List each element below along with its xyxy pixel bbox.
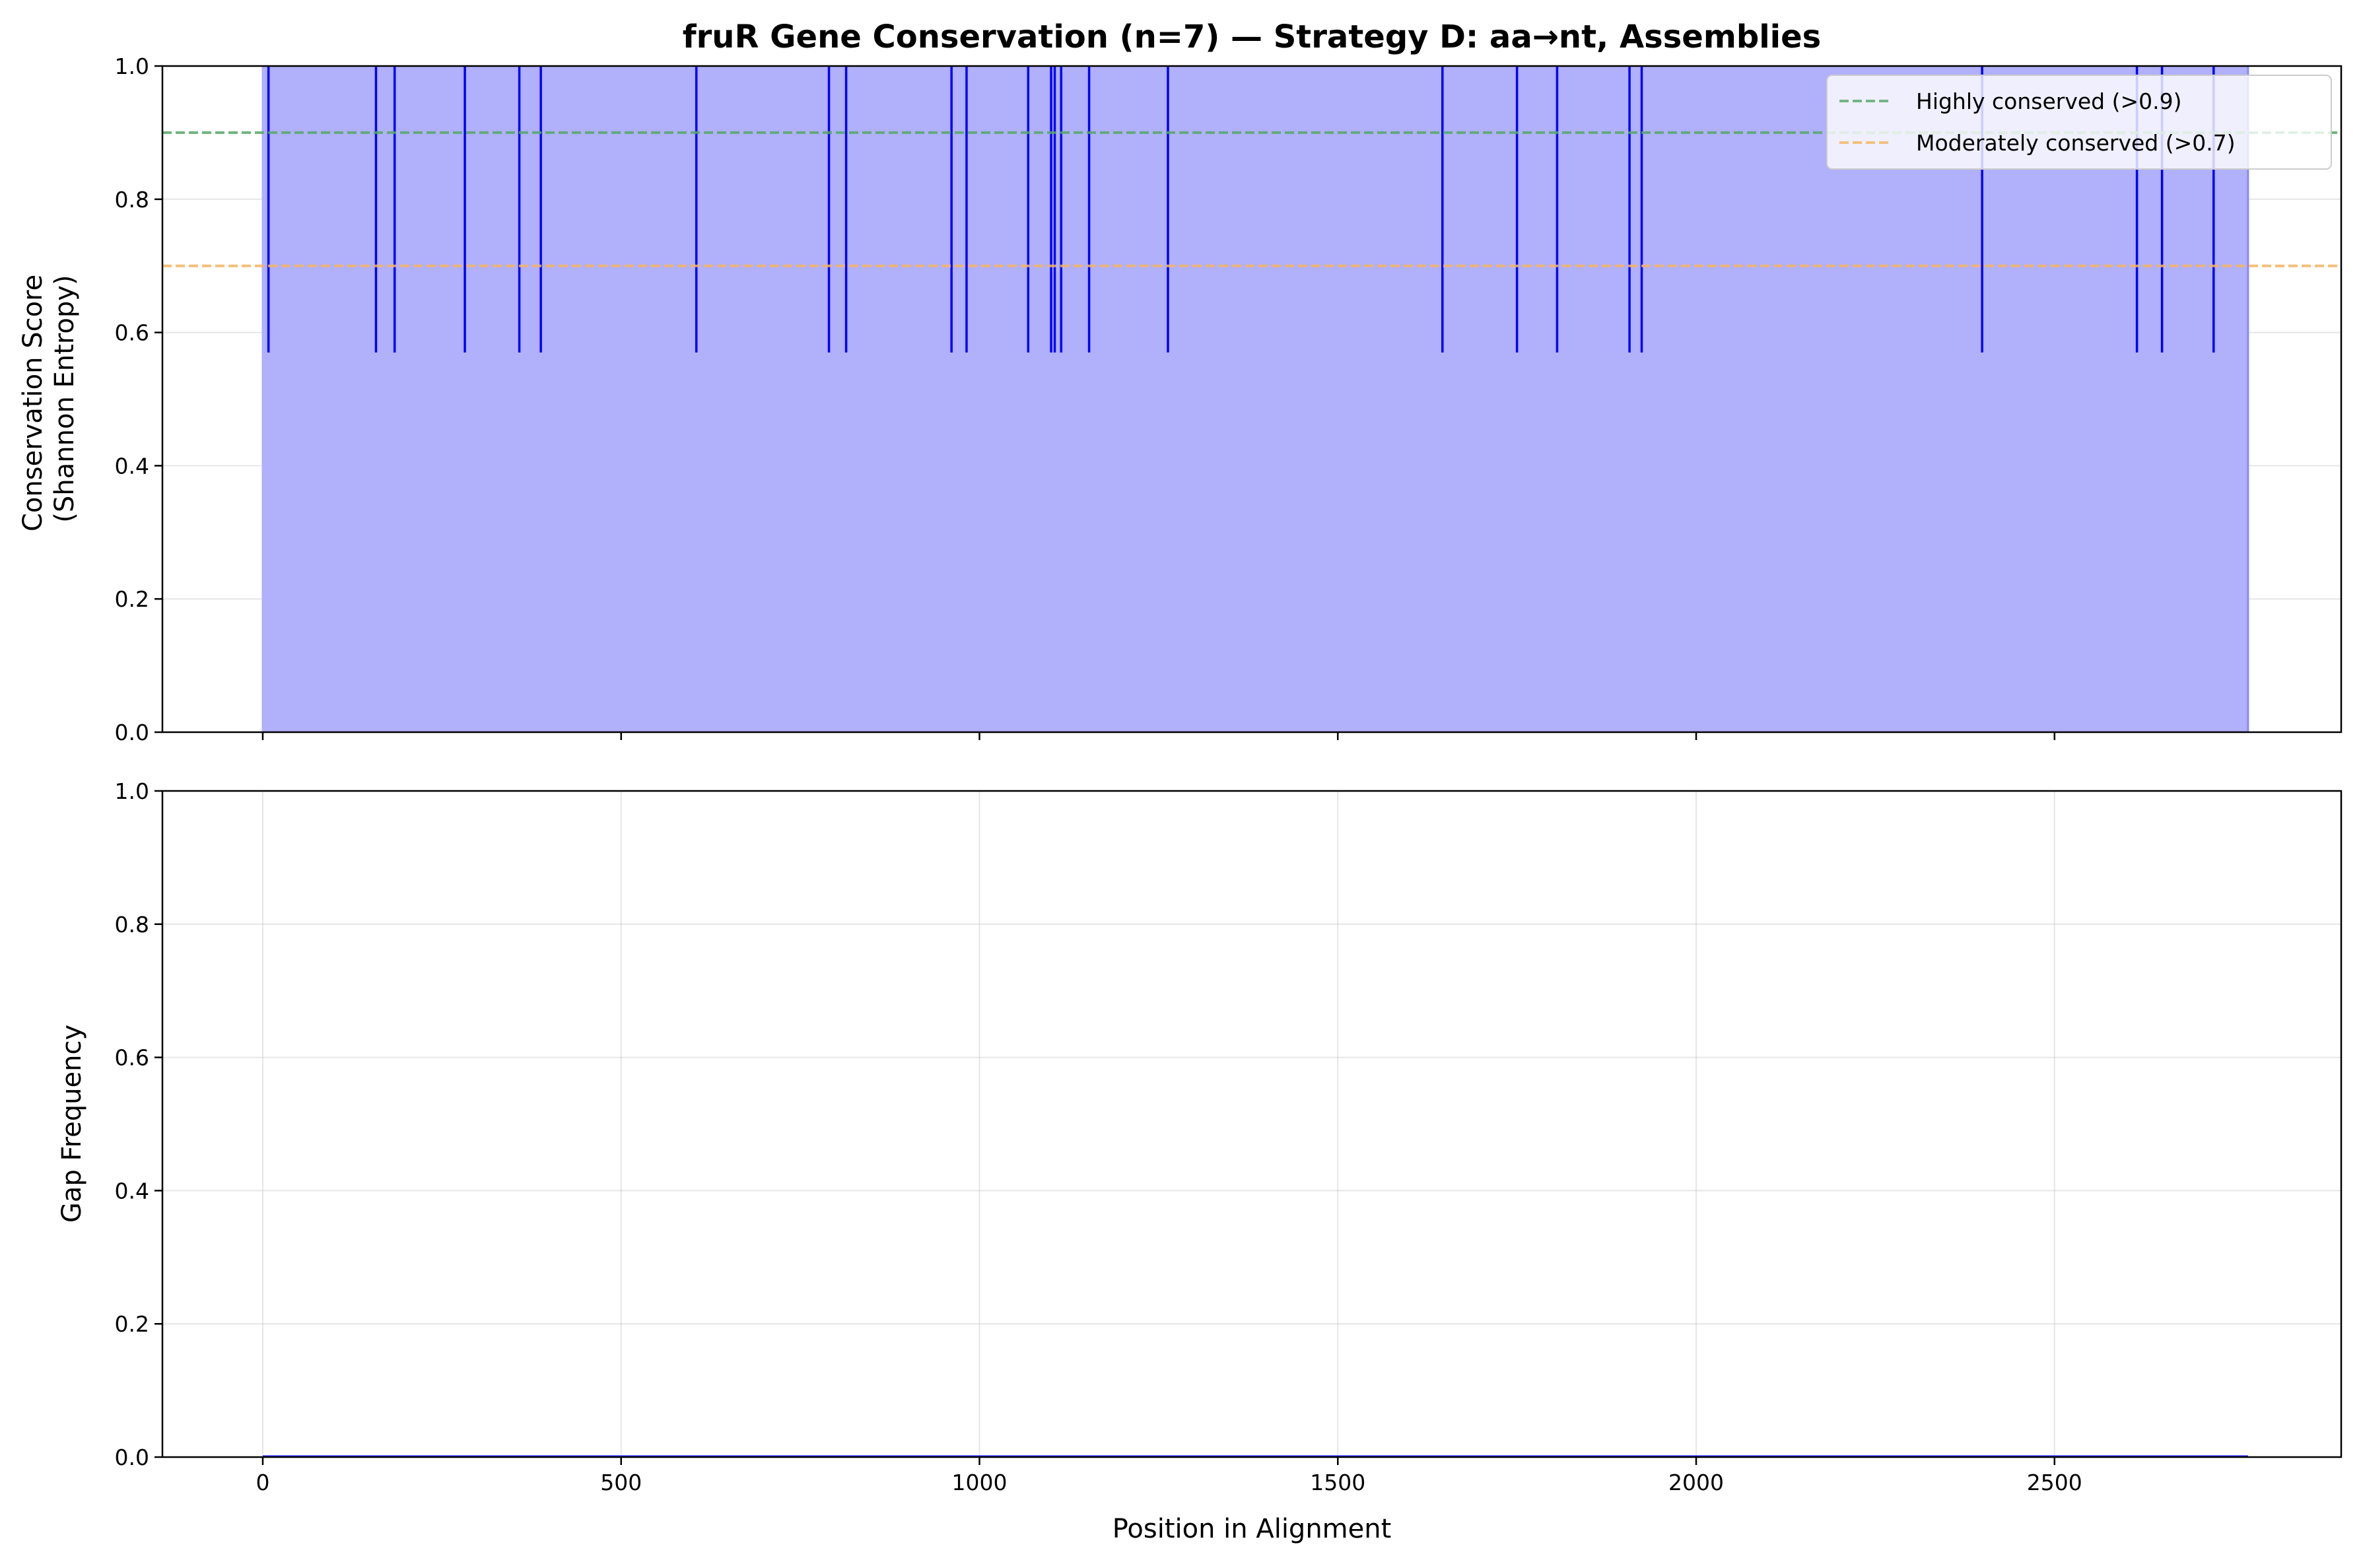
bottom-panel-frame	[161, 790, 2343, 1458]
top-y-tick-label: 1.0	[115, 53, 149, 79]
bottom-x-axis-ticks: 0 500 1000 1500 2000 2500	[256, 1457, 2082, 1495]
bottom-y-tick-label: 0.0	[115, 1445, 149, 1470]
top-x-axis-ticks	[261, 732, 2056, 740]
legend-label-moderately-conserved: Moderately conserved (>0.7)	[1916, 130, 2236, 156]
bottom-y-tick-label: 0.8	[115, 912, 149, 937]
legend-box	[1826, 75, 2332, 170]
top-y-axis-label: Conservation Score (Shannon Entropy)	[18, 266, 80, 531]
top-y-tick-label: 0.8	[115, 187, 149, 213]
bottom-y-tick-label: 1.0	[115, 778, 149, 804]
bottom-y-axis-ticks: 0.0 0.2 0.4 0.6 0.8 1.0	[115, 778, 162, 1470]
bottom-y-tick-label: 0.6	[115, 1045, 149, 1071]
legend-label-highly-conserved: Highly conserved (>0.9)	[1916, 88, 2182, 114]
conservation-area	[261, 66, 2249, 732]
bottom-x-tick-label: 0	[256, 1470, 269, 1495]
bottom-x-tick-label: 1500	[1310, 1470, 1365, 1495]
bottom-x-tick-label: 500	[600, 1470, 642, 1495]
bottom-y-axis-label: Gap Frequency	[57, 1025, 87, 1223]
bottom-y-tick-label: 0.4	[115, 1178, 149, 1204]
top-y-tick-label: 0.6	[115, 320, 149, 346]
top-y-tick-label: 0.2	[115, 586, 149, 612]
bottom-x-tick-label: 2000	[1668, 1470, 1724, 1495]
bottom-panel-grid	[162, 790, 2341, 1458]
top-y-tick-label: 0.4	[115, 453, 149, 479]
top-y-tick-label: 0.0	[115, 720, 149, 745]
top-panel-frame	[161, 65, 2343, 733]
conservation-fill	[262, 66, 2248, 732]
chart-title: fruR Gene Conservation (n=7) — Strategy …	[683, 18, 1821, 55]
top-y-axis-label-line1: Conservation Score	[18, 275, 48, 531]
bottom-y-tick-label: 0.2	[115, 1311, 149, 1337]
top-y-axis-ticks: 0.0 0.2 0.4 0.6 0.8 1.0	[115, 53, 162, 745]
bottom-x-tick-label: 2500	[2027, 1470, 2082, 1495]
legend: Highly conserved (>0.9) Moderately conse…	[1826, 75, 2332, 170]
x-axis-label: Position in Alignment	[1112, 1514, 1392, 1544]
bottom-x-tick-label: 1000	[952, 1470, 1008, 1495]
top-y-axis-label-line2: (Shannon Entropy)	[50, 275, 80, 522]
